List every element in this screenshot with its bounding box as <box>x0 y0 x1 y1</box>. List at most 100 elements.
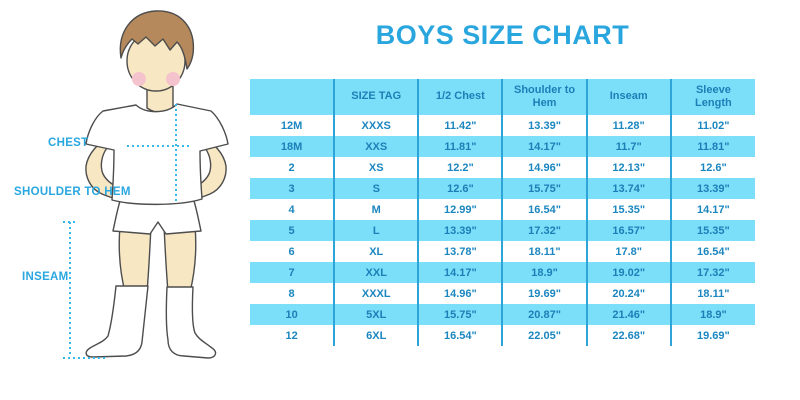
measurement-cell: 18.9" <box>670 304 755 325</box>
measurement-cell: 18.11" <box>502 241 588 262</box>
measurement-cell: XL <box>334 241 420 262</box>
measurement-cell: 11.81" <box>670 136 755 157</box>
measurement-cell: 22.05" <box>502 325 588 346</box>
measurement-cell: 15.35" <box>670 220 755 241</box>
boy-sock-right <box>165 286 217 359</box>
size-cell: 7 <box>250 262 336 283</box>
measurement-cell: XXS <box>334 136 420 157</box>
measurement-cell: 5XL <box>334 304 420 325</box>
page-title: BOYS SIZE CHART <box>375 20 630 50</box>
measurement-cell: 22.68" <box>586 325 672 346</box>
measurement-cell: 14.96" <box>502 157 588 178</box>
measurement-cell: L <box>334 220 420 241</box>
table-row: 6 XL 13.78" 18.11" 17.8" 16.54" <box>250 241 755 262</box>
measurement-cell: 14.17" <box>670 199 755 220</box>
table-row: 12 6XL 16.54" 22.05" 22.68" 19.69" <box>250 325 755 346</box>
table-header-cell: Sleeve Length <box>670 79 755 115</box>
inseam-label: INSEAM <box>22 271 69 283</box>
measurement-cell: 19.69" <box>502 283 588 304</box>
measurement-cell: XXXS <box>334 115 420 136</box>
size-cell: 18M <box>250 136 336 157</box>
measurement-cell: 12.99" <box>418 199 504 220</box>
measurement-cell: 16.54" <box>418 325 504 346</box>
measurement-cell: 18.11" <box>670 283 755 304</box>
size-cell: 6 <box>250 241 336 262</box>
boy-sock-left <box>85 285 149 358</box>
measurement-cell: 16.54" <box>670 241 755 262</box>
measurement-cell: 19.69" <box>670 325 755 346</box>
measurement-cell: 11.02" <box>670 115 755 136</box>
measurement-cell: 19.02" <box>586 262 672 283</box>
measurement-cell: 11.42" <box>418 115 504 136</box>
measurement-cell: 20.87" <box>502 304 588 325</box>
measurement-cell: 20.24" <box>586 283 672 304</box>
measurement-cell: 11.28" <box>586 115 672 136</box>
measurement-cell: 13.78" <box>418 241 504 262</box>
boy-cheek-right <box>166 72 180 86</box>
measurement-cell: 13.39" <box>670 178 755 199</box>
size-cell: 2 <box>250 157 336 178</box>
size-cell: 4 <box>250 199 336 220</box>
measurement-cell: 16.57" <box>586 220 672 241</box>
table-row: 7 XXL 14.17" 18.9" 19.02" 17.32" <box>250 262 755 283</box>
measurement-cell: 21.46" <box>586 304 672 325</box>
size-cell: 10 <box>250 304 336 325</box>
measurement-cell: XXXL <box>334 283 420 304</box>
measurement-cell: 17.32" <box>502 220 588 241</box>
size-cell: 5 <box>250 220 336 241</box>
boy-shirt <box>85 103 229 206</box>
measurement-cell: 12.13" <box>586 157 672 178</box>
table-header-row: SIZE TAG 1/2 Chest Shoulder to Hem Inseam Sl… <box>250 79 755 115</box>
measurement-cell: 12.2" <box>418 157 504 178</box>
size-cell: 12 <box>250 325 336 346</box>
measurement-cell: M <box>334 199 420 220</box>
measurement-cell: 6XL <box>334 325 420 346</box>
boy-cheek-left <box>132 72 146 86</box>
measurement-cell: 17.8" <box>586 241 672 262</box>
size-cell: 3 <box>250 178 336 199</box>
measurement-cell: 14.17" <box>418 262 504 283</box>
measurement-cell: 13.39" <box>502 115 588 136</box>
measurement-cell: 13.74" <box>586 178 672 199</box>
table-row: 8 XXXL 14.96" 19.69" 20.24" 18.11" <box>250 283 755 304</box>
table-header-cell: SIZE TAG <box>334 79 420 115</box>
measurement-cell: 15.75" <box>418 304 504 325</box>
table-header-cell: Inseam <box>586 79 672 115</box>
size-table: SIZE TAG 1/2 Chest Shoulder to Hem Inseam Sl… <box>250 79 755 346</box>
measurement-cell: S <box>334 178 420 199</box>
shoulder-to-hem-label: SHOULDER TO HEM <box>14 186 131 198</box>
chest-label: CHEST <box>48 137 89 149</box>
boy-illustration: CHEST SHOULDER TO HEM INSEAM <box>0 0 250 400</box>
measurement-cell: 14.96" <box>418 283 504 304</box>
measurement-cell: 11.81" <box>418 136 504 157</box>
table-header-cell: Shoulder to Hem <box>502 79 588 115</box>
table-row: 12M XXXS 11.42" 13.39" 11.28" 11.02" <box>250 115 755 136</box>
size-cell: 8 <box>250 283 336 304</box>
table-header-cell <box>250 79 336 115</box>
measurement-cell: 11.7" <box>586 136 672 157</box>
table-row: 2 XS 12.2" 14.96" 12.13" 12.6" <box>250 157 755 178</box>
measurement-cell: XXL <box>334 262 420 283</box>
size-table-head: SIZE TAG 1/2 Chest Shoulder to Hem Inseam Sl… <box>250 79 755 115</box>
table-row: 10 5XL 15.75" 20.87" 21.46" 18.9" <box>250 304 755 325</box>
boy-shorts <box>112 200 202 235</box>
measurement-cell: XS <box>334 157 420 178</box>
size-table-body: 12M XXXS 11.42" 13.39" 11.28" 11.02" 18M XXS 11.… <box>250 115 755 346</box>
table-header-cell: 1/2 Chest <box>418 79 504 115</box>
measurement-cell: 17.32" <box>670 262 755 283</box>
boy-illustration-svg <box>63 10 229 359</box>
boy-leg-right <box>163 225 197 293</box>
measurement-cell: 14.17" <box>502 136 588 157</box>
measurement-cell: 12.6" <box>418 178 504 199</box>
measurement-cell: 16.54" <box>502 199 588 220</box>
size-cell: 12M <box>250 115 336 136</box>
measurement-cell: 15.35" <box>586 199 672 220</box>
table-row: 3 S 12.6" 15.75" 13.74" 13.39" <box>250 178 755 199</box>
boy-leg-left <box>118 225 152 293</box>
measurement-cell: 13.39" <box>418 220 504 241</box>
measurement-cell: 18.9" <box>502 262 588 283</box>
table-row: 4 M 12.99" 16.54" 15.35" 14.17" <box>250 199 755 220</box>
measurement-cell: 12.6" <box>670 157 755 178</box>
table-row: 18M XXS 11.81" 14.17" 11.7" 11.81" <box>250 136 755 157</box>
